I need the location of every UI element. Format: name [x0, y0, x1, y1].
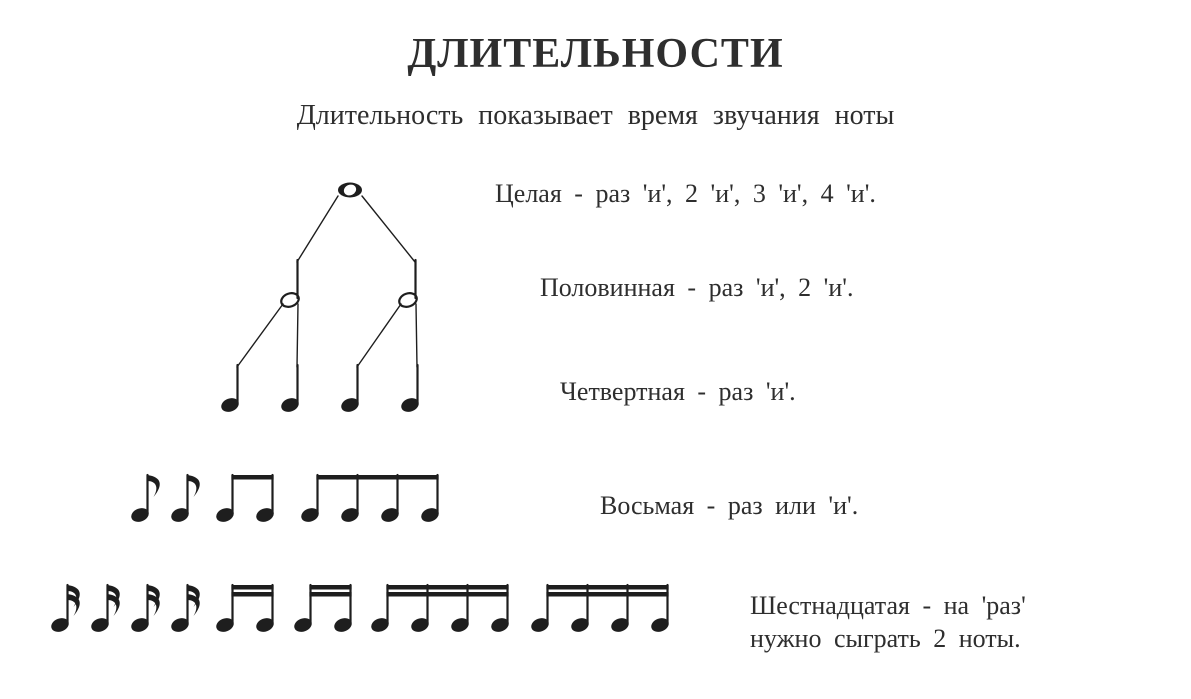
caption-eighth: Восьмая - раз или 'и'. — [600, 490, 858, 523]
page: ДЛИТЕЛЬНОСТИ Длительность показывает вре… — [0, 0, 1191, 699]
page-subtitle: Длительность показывает время звучания н… — [0, 100, 1191, 132]
caption-quarter: Четвертная - раз 'и'. — [560, 376, 796, 409]
caption-whole: Целая - раз 'и', 2 'и', 3 'и', 4 'и'. — [495, 178, 876, 211]
caption-half: Половинная - раз 'и', 2 'и'. — [540, 272, 853, 305]
page-title: ДЛИТЕЛЬНОСТИ — [0, 30, 1191, 78]
caption-sixteenth: Шестнадцатая - на 'раз'нужно сыграть 2 н… — [750, 590, 1026, 655]
